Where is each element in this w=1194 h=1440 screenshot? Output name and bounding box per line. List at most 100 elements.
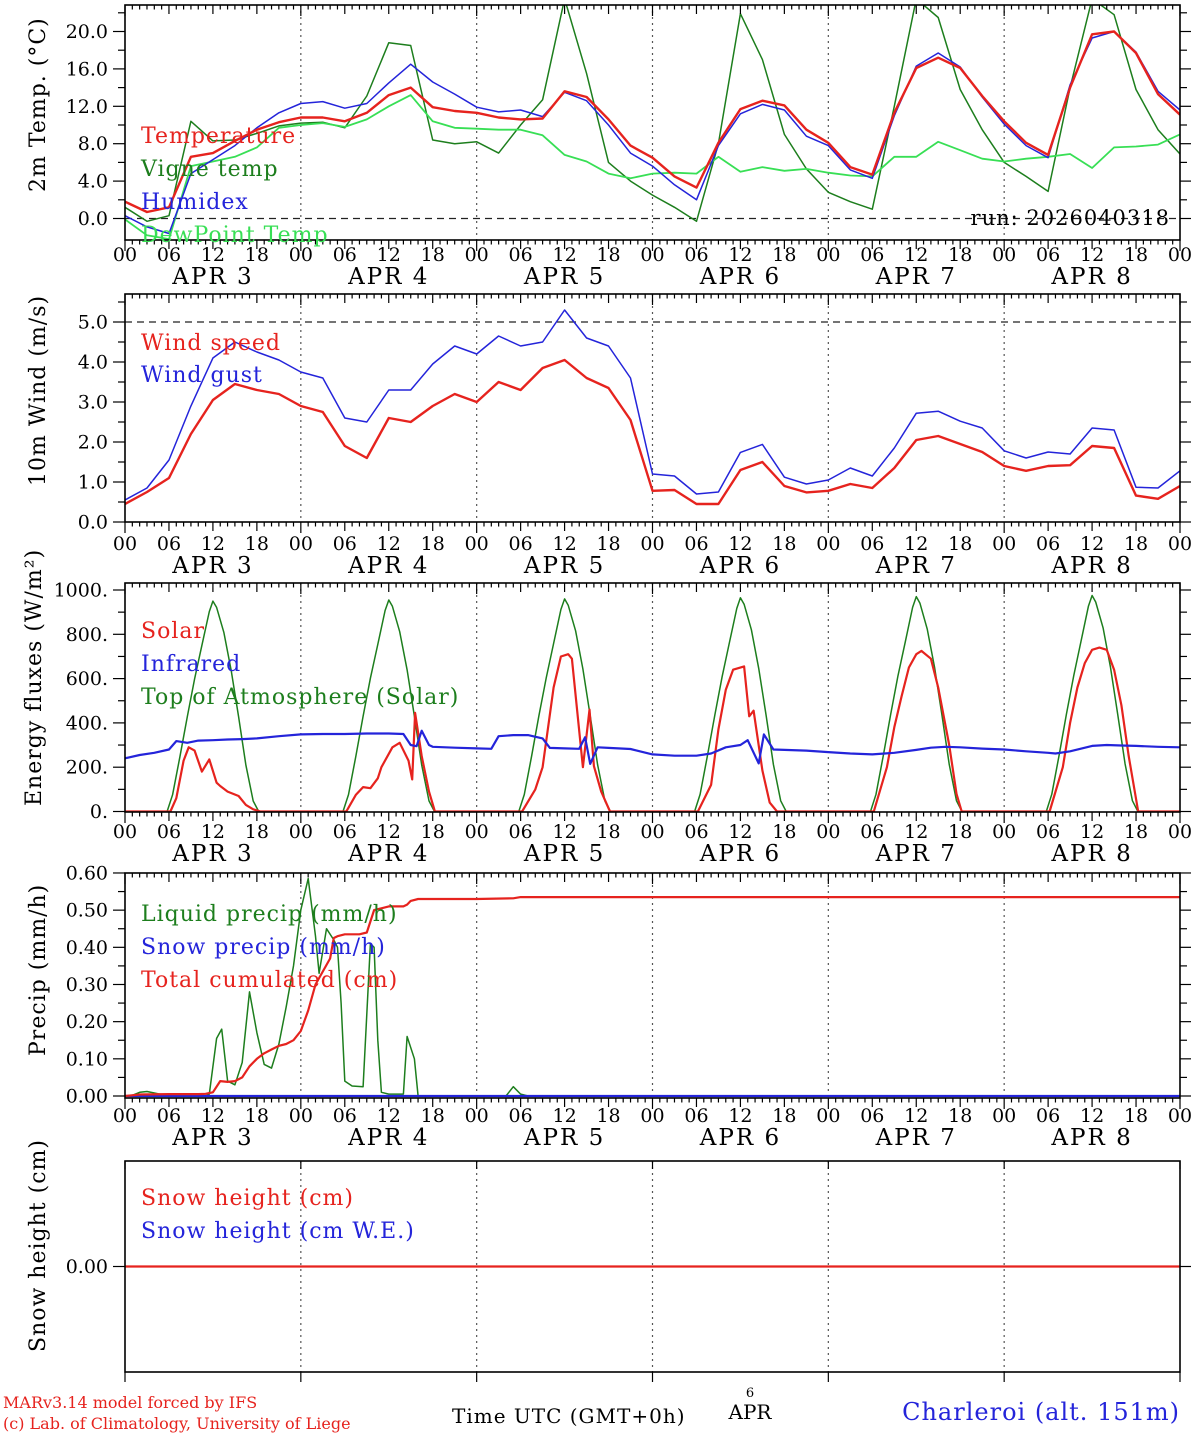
day-label: APR 3	[171, 1125, 253, 1151]
day-label: APR 4	[347, 1125, 429, 1151]
day-label: APR 6	[699, 553, 781, 579]
ytick-label: 0.40	[66, 937, 108, 959]
y-axis-title-wind: 10m Wind (m/s)	[26, 294, 51, 486]
footer-credit-line2: (c) Lab. of Climatology, University of L…	[3, 1414, 351, 1433]
legend-snow-height-we: Snow height (cm W.E.)	[141, 1219, 415, 1244]
ytick-label: 0.0	[78, 208, 108, 230]
day-label: APR 6	[699, 264, 781, 290]
hour-label: 06	[860, 821, 884, 843]
hour-label: 06	[509, 821, 533, 843]
hour-label: 00	[465, 821, 489, 843]
footer-credit: MARv3.14 model forced by IFS (c) Lab. of…	[3, 1392, 351, 1434]
hour-label: 00	[289, 1105, 313, 1127]
legend-wind-gust: Wind gust	[141, 363, 263, 388]
hour-label: 18	[772, 821, 796, 843]
hour-label: 00	[465, 533, 489, 555]
hour-label: 12	[201, 821, 225, 843]
ytick-label: 400.	[66, 712, 108, 734]
hour-label: 00	[465, 244, 489, 266]
hour-label: 00	[992, 244, 1016, 266]
hour-label: 12	[201, 1105, 225, 1127]
hour-label: 00	[816, 821, 840, 843]
hour-label: 18	[245, 244, 269, 266]
hour-label: 12	[728, 244, 752, 266]
ytick-label: 0.0	[78, 512, 108, 534]
ytick-label: 4.0	[78, 352, 108, 374]
hour-label: 00	[640, 1105, 664, 1127]
ytick-label: 0.	[90, 801, 108, 823]
panel-precip-xticks	[124, 873, 1181, 1109]
day-label: APR 8	[1050, 1125, 1132, 1151]
panel-precip: 0.00 0.10 0.20 0.30 0.40 0.50 0.60 00 06 12 18 00 06…	[66, 862, 1192, 1151]
hour-label: 12	[552, 1105, 576, 1127]
hour-label: 18	[948, 1105, 972, 1127]
day-label: APR 7	[875, 264, 957, 290]
hour-label: 18	[948, 244, 972, 266]
day-label: APR 5	[523, 1125, 605, 1151]
hour-label: 00	[816, 244, 840, 266]
hour-label: 12	[904, 821, 928, 843]
hour-label: 00	[1168, 533, 1192, 555]
ytick-label: 0.00	[66, 1256, 108, 1278]
ytick-label: 1000.	[54, 580, 108, 602]
y-axis-title-snow: Snow height (cm)	[26, 1139, 51, 1352]
hour-label: 18	[1124, 533, 1148, 555]
hour-label: 18	[245, 821, 269, 843]
panel-energy-yticks: 0. 200. 400. 600. 800. 1000.	[54, 580, 1191, 823]
hour-label: 12	[377, 821, 401, 843]
day-label: APR 4	[347, 264, 429, 290]
hour-label: 18	[1124, 821, 1148, 843]
hour-label: 12	[904, 244, 928, 266]
legend-snow-precip: Snow precip (mm/h)	[141, 935, 386, 960]
ytick-label: 800.	[66, 624, 108, 646]
footer-station: Charleroi (alt. 151m)	[902, 1398, 1180, 1426]
hour-label: 00	[1168, 821, 1192, 843]
hour-label: 18	[421, 244, 445, 266]
hour-label: 12	[1080, 533, 1104, 555]
hour-label: 18	[772, 533, 796, 555]
ytick-label: 16.0	[66, 58, 108, 80]
ytick-label: 12.0	[66, 96, 108, 118]
panel-snow: 0.00	[66, 1160, 1191, 1382]
hour-label: 18	[772, 1105, 796, 1127]
hour-label: 12	[728, 533, 752, 555]
panel-wind-xlabels: 00 06 12 18 00 06 12 18 00 06 12 18 00 06 12 18 00 06 12 18…	[113, 533, 1192, 579]
temperature-line	[125, 30, 1180, 214]
day-label: APR 8	[1050, 264, 1132, 290]
footer-credit-line1: MARv3.14 model forced by IFS	[3, 1393, 258, 1412]
hour-label: 12	[1080, 1105, 1104, 1127]
hour-label: 06	[684, 533, 708, 555]
ytick-label: 5.0	[78, 312, 108, 334]
ytick-label: 0.20	[66, 1011, 108, 1033]
panel-temp: 0.04.08.012.016.020.000 06 12 18 00 06 12 18 00 0…	[66, 4, 1192, 290]
legend-temperature: Temperature	[141, 124, 297, 149]
ytick-label: 0.50	[66, 900, 108, 922]
ytick-label: 20.0	[66, 21, 108, 43]
hour-label: 06	[1036, 1105, 1060, 1127]
hour-label: 12	[377, 244, 401, 266]
panel-snow-xticks	[124, 1161, 1181, 1382]
day-label: APR 6	[699, 1125, 781, 1151]
hour-label: 06	[1036, 244, 1060, 266]
hour-label: 18	[948, 821, 972, 843]
hour-label: 06	[333, 1105, 357, 1127]
day-label: APR 5	[523, 841, 605, 867]
footer-page-number: 6	[745, 1386, 755, 1401]
hour-label: 18	[948, 533, 972, 555]
hour-label: 06	[860, 244, 884, 266]
day-label: APR 3	[171, 264, 253, 290]
hour-label: 12	[904, 533, 928, 555]
day-label: APR 5	[523, 264, 605, 290]
panel-temp-yticks: 0.0 4.0 8.0 12.0 16.0 20.0	[66, 12, 1191, 230]
y-axis-title-precip: Precip (mm/h)	[26, 883, 51, 1056]
hour-label: 00	[992, 1105, 1016, 1127]
ytick-label: 0.10	[66, 1048, 108, 1070]
panel-wind-yticks: 0.0 1.0 2.0 3.0 4.0 5.0	[78, 301, 1191, 534]
legend-vigne-temp: Vigne temp	[141, 157, 279, 182]
hour-label: 00	[1168, 244, 1192, 266]
hour-label: 18	[245, 533, 269, 555]
hour-label: 06	[860, 1105, 884, 1127]
hour-label: 06	[157, 533, 181, 555]
ytick-label: 0.00	[66, 1086, 108, 1108]
hour-label: 06	[1036, 533, 1060, 555]
